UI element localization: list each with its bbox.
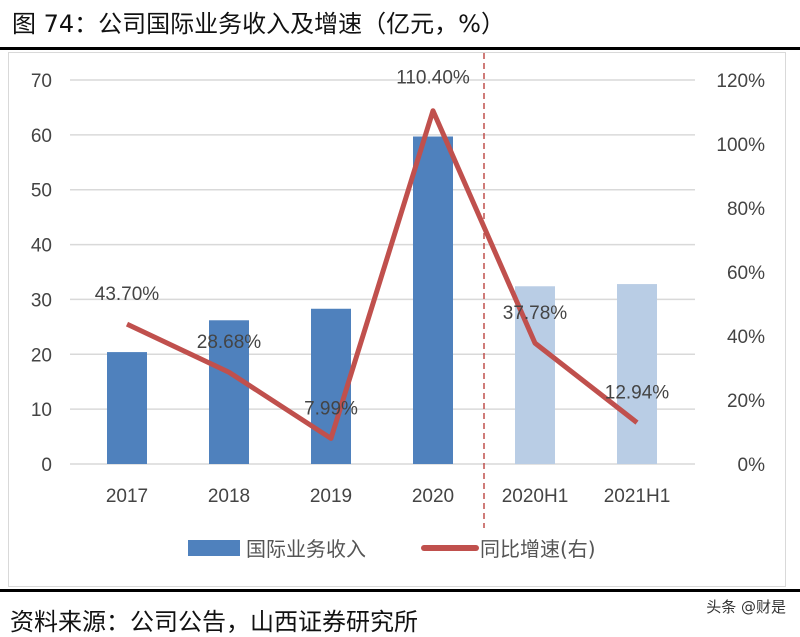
right-tick-label: 60%	[727, 263, 765, 284]
data-label: 7.99%	[304, 398, 358, 419]
data-label: 37.78%	[503, 303, 568, 324]
left-tick-label: 0	[41, 455, 52, 476]
chart-frame	[8, 52, 786, 587]
category-label: 2017	[106, 486, 148, 507]
left-tick-label: 60	[31, 126, 52, 147]
bar	[107, 352, 147, 464]
data-label: 12.94%	[605, 383, 670, 404]
bar	[209, 320, 249, 464]
left-tick-label: 70	[31, 71, 52, 92]
bar	[413, 136, 453, 464]
left-tick-label: 10	[31, 400, 52, 421]
source-note: 资料来源：公司公告，山西证券研究所	[10, 608, 418, 636]
right-tick-label: 80%	[727, 199, 765, 220]
left-tick-label: 20	[31, 345, 52, 366]
right-tick-label: 0%	[738, 455, 766, 476]
growth-line	[125, 108, 639, 441]
data-label: 110.40%	[396, 68, 470, 89]
watermark: 头条 @财是	[706, 598, 786, 616]
category-label: 2019	[310, 486, 352, 507]
bottom-rule	[0, 589, 800, 592]
right-tick-label: 100%	[716, 135, 765, 156]
legend-label: 同比增速(右)	[480, 537, 596, 561]
legend-label: 国际业务收入	[246, 537, 366, 561]
right-tick-label: 20%	[727, 391, 765, 412]
data-label: 28.68%	[197, 332, 262, 353]
category-label: 2018	[208, 486, 250, 507]
data-label: 43.70%	[95, 284, 160, 305]
category-label: 2020H1	[502, 486, 569, 507]
legend-bar-swatch	[188, 540, 240, 556]
right-tick-label: 120%	[716, 71, 765, 92]
category-label: 2021H1	[604, 486, 671, 507]
left-tick-label: 30	[31, 290, 52, 311]
left-tick-label: 50	[31, 181, 52, 202]
top-rule	[0, 47, 800, 50]
bar	[617, 284, 657, 464]
category-label: 2020	[412, 486, 454, 507]
figure-title: 图 74：公司国际业务收入及增速（亿元，%）	[12, 10, 505, 38]
left-tick-label: 40	[31, 236, 52, 257]
right-tick-label: 40%	[727, 327, 765, 348]
